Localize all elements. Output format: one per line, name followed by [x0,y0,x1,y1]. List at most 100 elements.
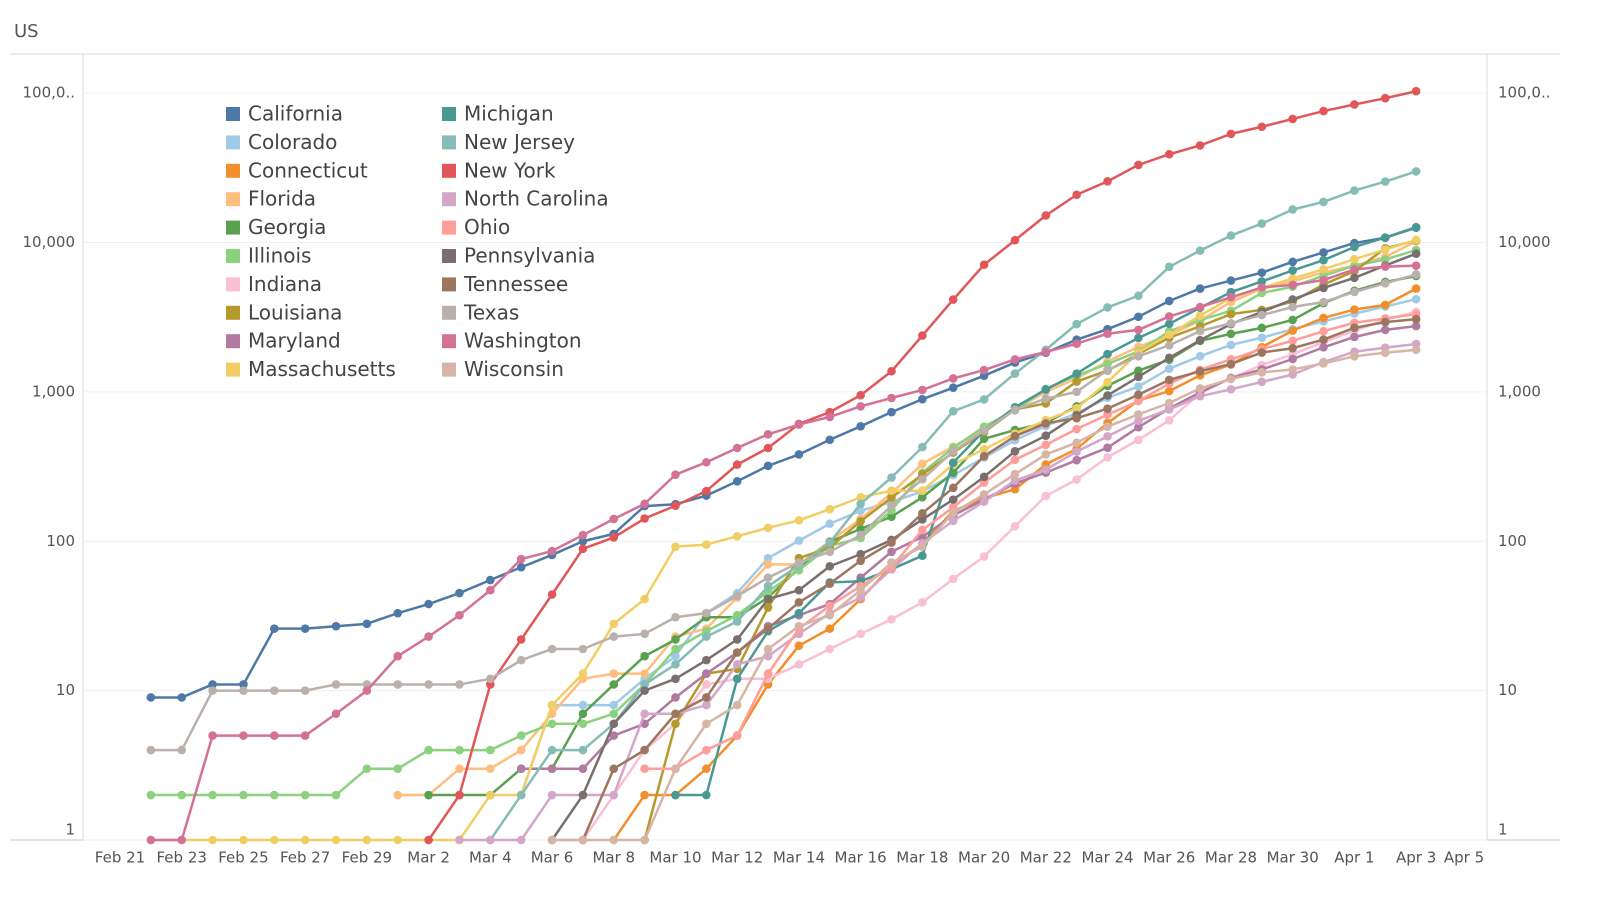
data-point [1319,297,1328,307]
y-tick-label: 100 [46,532,75,550]
data-point [763,581,773,591]
data-point [1380,177,1390,186]
series-line [581,317,1417,841]
data-point [1411,167,1421,176]
data-point [177,745,187,755]
data-point [609,514,619,524]
y2-tick-label: 100,0.. [1498,84,1550,102]
data-point [300,835,310,845]
data-point [732,635,742,644]
legend-swatch [442,163,456,178]
data-point [1319,275,1328,285]
data-point [609,764,619,774]
data-point [1195,311,1205,320]
data-point [1319,335,1328,344]
data-point [393,680,403,689]
data-point [1103,359,1112,369]
data-point [1319,343,1328,352]
data-point [1226,276,1236,285]
data-point [763,603,773,612]
data-point [516,731,526,740]
data-point [979,395,989,404]
data-point [1041,347,1051,357]
data-point [794,450,804,459]
data-point [671,674,680,684]
data-point [516,764,526,774]
data-point [1257,277,1267,286]
data-point [948,374,958,383]
data-point [516,635,526,644]
series-line [150,226,1417,699]
data-point [424,632,433,641]
data-point [640,835,649,845]
data-point [455,588,464,598]
data-point [1041,419,1051,428]
data-point [1288,257,1297,267]
data-point [578,745,588,755]
data-point [702,669,711,678]
legend-swatch [442,362,456,377]
data-point [177,835,187,845]
data-point [547,590,557,599]
legend-swatch [226,163,240,178]
data-point [948,383,958,392]
data-point [362,619,372,629]
data-point [1350,352,1359,361]
data-point [1134,422,1143,432]
data-point [1164,340,1174,350]
data-point [1134,382,1143,391]
data-point [1103,391,1112,400]
x-tick-label: Mar 4 [469,849,512,867]
data-point [146,693,156,702]
data-point [671,644,680,654]
data-point [918,542,927,551]
series-line [150,273,1417,752]
data-point [1134,160,1143,170]
data-point [547,745,557,755]
data-point [1072,475,1081,484]
legend-swatch [226,305,240,320]
data-point [1288,326,1297,335]
legend-label: Illinois [248,244,311,268]
data-point [1041,450,1051,459]
data-point [979,434,989,444]
data-point [887,558,896,567]
data-point [208,680,217,689]
data-point [825,601,835,611]
data-point [1134,333,1143,343]
data-point [1226,231,1236,240]
data-point [1103,365,1112,375]
legend-label: Michigan [464,102,554,126]
data-point [979,451,989,461]
legend-swatch [442,135,456,150]
x-tick-label: Mar 2 [407,849,450,867]
data-point [671,501,680,510]
data-point [856,629,865,639]
legend: California Colorado Connecticut Florida Geor… [226,102,609,381]
legend-swatch [226,107,240,121]
data-point [1103,410,1112,419]
data-point [887,407,896,417]
data-point [1257,368,1267,377]
data-point [146,745,156,755]
chart-title: US [14,21,39,42]
data-point [1380,262,1390,271]
data-point [1010,476,1020,485]
data-point [1288,295,1297,304]
data-point [763,443,773,453]
data-point [239,835,248,845]
data-point [1103,432,1112,441]
data-point [362,835,372,845]
series-line [644,312,1417,770]
data-point [516,790,526,800]
data-point [270,686,279,695]
data-point [918,385,927,395]
data-point [1411,321,1421,331]
data-point [1257,377,1267,387]
data-point [362,686,372,695]
data-point [856,524,865,534]
data-point [671,612,680,622]
data-point [1041,211,1051,220]
data-point [1103,349,1112,359]
